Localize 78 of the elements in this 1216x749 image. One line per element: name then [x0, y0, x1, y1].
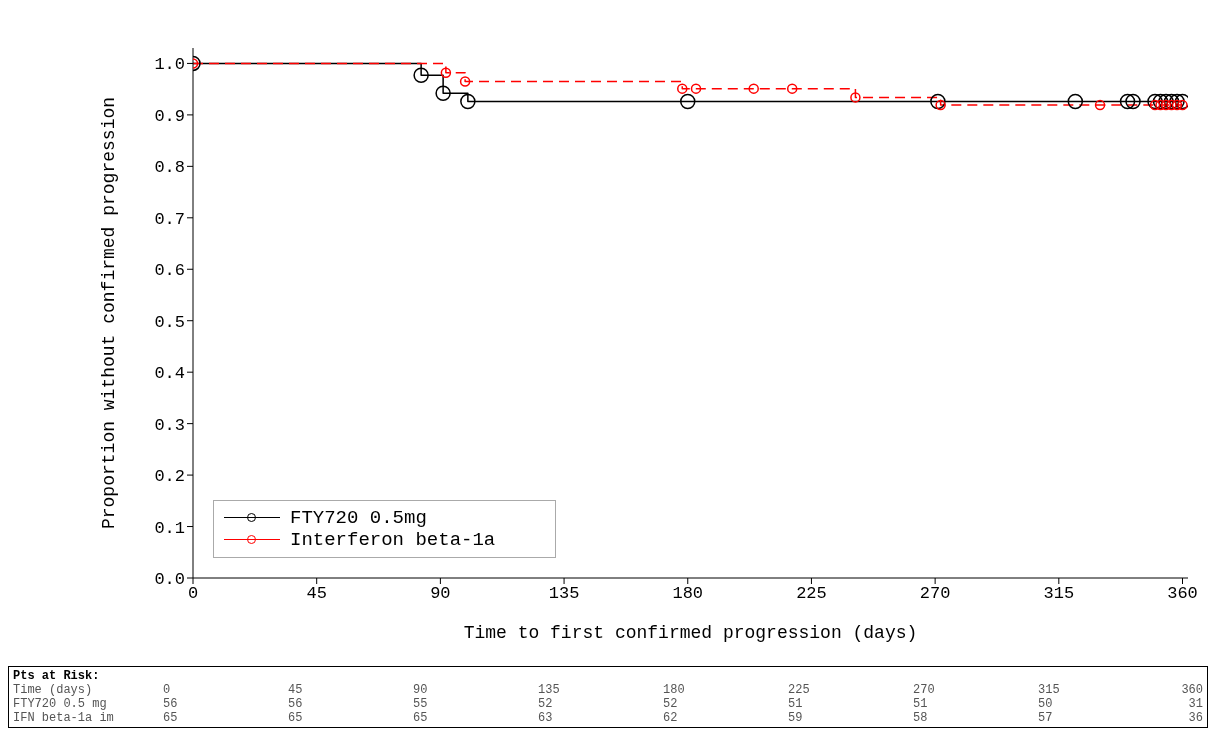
text: 65	[288, 711, 304, 725]
text: IFN beta-1a im	[13, 711, 115, 725]
x-tick-label: 90	[430, 584, 451, 604]
y-tick-label: 0.8	[154, 158, 185, 178]
point	[1067, 93, 1084, 110]
point	[1158, 93, 1174, 110]
text: 180	[663, 683, 686, 697]
text: 59	[788, 711, 804, 725]
text: 65	[163, 711, 179, 725]
text: 51	[913, 697, 929, 711]
text: 58	[913, 711, 929, 725]
point	[1169, 93, 1185, 110]
y-tick-label: 0.9	[154, 106, 185, 126]
legend-label: Interferon beta-1a	[290, 529, 496, 551]
point	[1119, 93, 1136, 110]
legend-label: FTY720 0.5mg	[290, 507, 427, 529]
y-tick-label: 0.7	[154, 209, 185, 229]
y-tick-label: 1.0	[154, 55, 185, 75]
y-axis-title: Proportion without confirmed progression	[99, 96, 120, 530]
point	[1177, 99, 1188, 111]
text: Time (days)	[13, 683, 94, 697]
text: 31	[1187, 697, 1203, 711]
text: 62	[663, 711, 679, 725]
point	[1147, 93, 1163, 110]
point	[1094, 99, 1106, 111]
x-tick-label: 225	[796, 584, 827, 604]
text: 57	[1038, 711, 1054, 725]
point	[690, 83, 702, 94]
text: 52	[538, 697, 554, 711]
y-tick-label: 0.3	[154, 415, 185, 435]
point	[440, 67, 452, 78]
point	[459, 76, 471, 87]
point	[677, 83, 688, 94]
point	[1174, 93, 1188, 110]
text: 55	[413, 697, 429, 711]
point	[930, 93, 946, 110]
y-tick-label: 0.2	[154, 467, 185, 487]
text: 56	[163, 697, 179, 711]
text: 63	[538, 711, 554, 725]
point	[680, 93, 696, 110]
x-tick-label: 135	[548, 584, 580, 604]
x-tick-label: 0	[187, 584, 199, 604]
text: 65	[413, 711, 429, 725]
point	[850, 92, 861, 103]
x-tick-label: 180	[672, 584, 704, 604]
point	[413, 67, 429, 84]
x-tick-label: 270	[919, 584, 951, 604]
text: 360	[1180, 683, 1203, 697]
text: 315	[1038, 683, 1061, 697]
text: 45	[288, 683, 304, 697]
y-tick-label: 0.4	[154, 364, 185, 384]
text: 52	[663, 697, 679, 711]
text: 0	[163, 683, 172, 697]
text: 36	[1187, 711, 1203, 725]
text: 270	[913, 683, 936, 697]
text: 225	[788, 683, 811, 697]
text: FTY720 0.5 mg	[13, 697, 108, 711]
y-tick-label: 0.0	[154, 570, 185, 590]
point	[1125, 93, 1141, 110]
text: 135	[538, 683, 561, 697]
y-tick-label: 0.5	[154, 312, 185, 332]
x-tick-label: 315	[1043, 584, 1075, 604]
point	[435, 85, 451, 102]
point	[460, 93, 476, 110]
point	[786, 83, 798, 94]
point	[1163, 93, 1180, 110]
x-tick-label: 360	[1167, 584, 1198, 604]
point	[1152, 93, 1169, 110]
point	[748, 83, 759, 94]
x-tick-label: 45	[306, 584, 327, 604]
text: Pts at Risk:	[13, 669, 101, 683]
text: 56	[288, 697, 304, 711]
y-tick-label: 0.1	[154, 518, 185, 538]
text: 50	[1038, 697, 1054, 711]
text: 90	[413, 683, 429, 697]
x-axis-title: Time to first confirmed progression (days)	[463, 623, 918, 643]
text: 51	[788, 697, 804, 711]
y-tick-label: 0.6	[154, 261, 185, 281]
